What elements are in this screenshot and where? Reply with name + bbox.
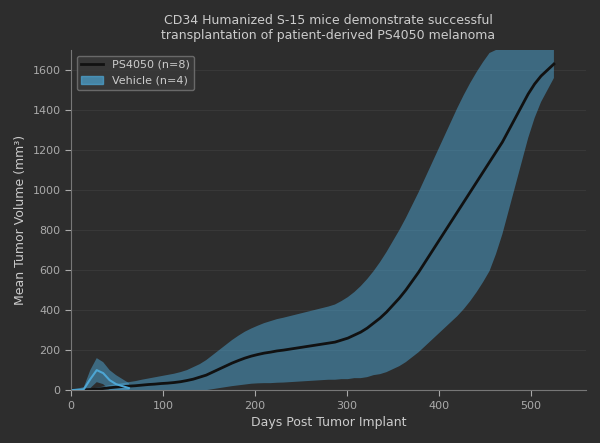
Y-axis label: Mean Tumor Volume (mm³): Mean Tumor Volume (mm³)	[14, 135, 27, 305]
X-axis label: Days Post Tumor Implant: Days Post Tumor Implant	[251, 416, 406, 429]
Legend: PS4050 (n=8), Vehicle (n=4): PS4050 (n=8), Vehicle (n=4)	[77, 55, 194, 90]
Title: CD34 Humanized S-15 mice demonstrate successful
transplantation of patient-deriv: CD34 Humanized S-15 mice demonstrate suc…	[161, 14, 496, 42]
